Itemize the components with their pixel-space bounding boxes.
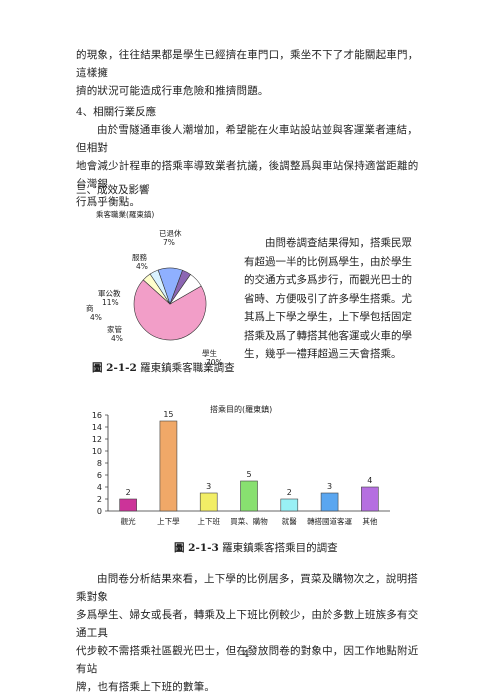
bar-value-label: 5 (246, 470, 251, 479)
x-tick-label: 買菜、購物 (230, 516, 268, 526)
text-line: 代步較不需搭乘社區觀光巴士，但在發放問卷的對象中，因工作地點附近有站 (76, 645, 419, 675)
pie-slice-percent: 4% (90, 313, 102, 322)
text-line: 地會減少計程車的搭乘率導致業者抗議，後調整爲與車站保持適當距離的台灣銀 (76, 160, 419, 190)
bar-7 (361, 486, 379, 512)
y-tick-label: 12 (92, 435, 102, 444)
figure-caption-occupation: 圖 2-1-2 羅東鎮乘客職業調查 (92, 360, 235, 375)
y-tick-label: 0 (97, 507, 102, 516)
pie-slice-label: 家管 (107, 324, 122, 334)
heading-effects: 三、成效及影響 (76, 184, 150, 196)
paragraph-overcrowding: 的現象，往往結果都是學生已經擠在車門口，乘坐不下了才能關起車門，這樣擁 擠的狀況… (76, 46, 426, 100)
text-line: 由於雪隧通車後人潮增加，希望能在火車站設站並與客運業者連結，但相對 (76, 124, 418, 154)
text-line: 的現象，往往結果都是學生已經擠在車門口，乘坐不下了才能關起車門，這樣擁 (76, 49, 419, 79)
paragraph-survey-result: 由問卷調查結果得知，搭乘民眾有超過一半的比例爲學生，由於學生的交通方式多爲步行，… (244, 237, 412, 360)
pie-slice-6 (169, 274, 202, 305)
pie-slice-label: 服務 (132, 252, 147, 262)
figure-caption-purpose: 圖 2-1-3 羅東鎮乘客搭乘目的調查 (174, 540, 338, 555)
bar-4 (240, 480, 258, 512)
pie-slice-label: 軍公教 (98, 288, 121, 298)
x-tick-label: 上下班 (197, 516, 220, 526)
x-tick-label: 其他 (362, 516, 377, 526)
pie-chart-title: 乘客職業(羅東鎮) (96, 209, 154, 219)
pie-slice-percent: 7% (163, 238, 175, 247)
bar-value-label: 4 (367, 476, 372, 485)
x-tick-label: 上下學 (157, 516, 180, 526)
x-tick-label: 轉搭國道客運 (307, 516, 352, 526)
y-tick-label: 4 (97, 483, 102, 492)
bar-value-label: 2 (126, 488, 131, 497)
y-tick-label: 2 (97, 495, 102, 504)
text-line: 牌，也有搭乘上下班的數筆。 (76, 681, 216, 693)
bar-value-label: 2 (287, 488, 292, 497)
purpose-bar-chart: 搭乘目的(羅東鎮) 0 2 4 6 8 10 12 14 16 2 觀光 15 上下學 3 上下班 5 買菜、… (92, 404, 390, 526)
paragraph-analysis: 由問卷分析結果來看，上下學的比例居多，買菜及購物次之，說明搭乘對象 多爲學生、婦… (76, 570, 426, 696)
bar-2 (159, 420, 178, 512)
bar-value-label: 3 (327, 482, 332, 491)
text-line: 多爲學生、婦女或長者，轉乘及上下班比例較少，由於多數上班族多有交通工具 (76, 609, 419, 639)
pie-slice-percent: 11% (102, 298, 119, 307)
y-tick-label: 10 (92, 447, 102, 456)
text-line: 行爲乎衡點。 (76, 196, 141, 208)
pie-slice-percent: 70% (206, 358, 223, 367)
figure-number: 圖 2-1-3 (174, 542, 219, 554)
pie-slice-percent: 4% (111, 334, 123, 343)
bar-6 (320, 492, 339, 512)
y-tick-label: 16 (92, 411, 102, 420)
text-line: 擠的狀況可能造成行車危險和推擠問題。 (76, 85, 269, 97)
y-tick-label: 8 (97, 459, 102, 468)
paragraph-industry-reaction: 由於雪隧通車後人潮增加，希望能在火車站設站並與客運業者連結，但相對 地會減少計程… (76, 121, 426, 211)
y-tick-label: 14 (92, 423, 102, 432)
bar-3 (199, 492, 218, 512)
heading-industry-reaction: 4、相關行業反應 (76, 106, 157, 118)
figure-title: 羅東鎮乘客職業調查 (136, 362, 235, 374)
bar-value-label: 15 (163, 410, 173, 419)
bar-chart-title: 搭乘目的(羅東鎮) (210, 404, 272, 414)
figure-number: 圖 2-1-2 (92, 362, 137, 374)
x-tick-label: 就醫 (282, 516, 297, 526)
pie-slice-1 (133, 279, 207, 341)
figure-title: 羅東鎮乘客搭乘目的調查 (218, 542, 338, 554)
text-line: 由問卷分析結果來看，上下學的比例居多，買菜及購物次之，說明搭乘對象 (76, 573, 418, 603)
pie-slice-percent: 4% (136, 262, 148, 271)
page-number: 4 (243, 649, 250, 660)
bar-1 (119, 498, 137, 512)
y-tick-label: 6 (97, 471, 102, 480)
bar-5 (280, 498, 299, 512)
pie-slice-label: 學生 (202, 348, 217, 358)
pie-slice-label: 商 (86, 303, 94, 313)
bar-value-label: 3 (206, 482, 211, 491)
x-tick-label: 觀光 (121, 516, 136, 526)
pie-slice-label: 已退休 (159, 228, 182, 238)
